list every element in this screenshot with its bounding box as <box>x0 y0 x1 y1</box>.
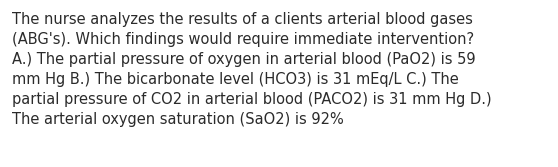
Text: The nurse analyzes the results of a clients arterial blood gases
(ABG's). Which : The nurse analyzes the results of a clie… <box>12 12 492 127</box>
